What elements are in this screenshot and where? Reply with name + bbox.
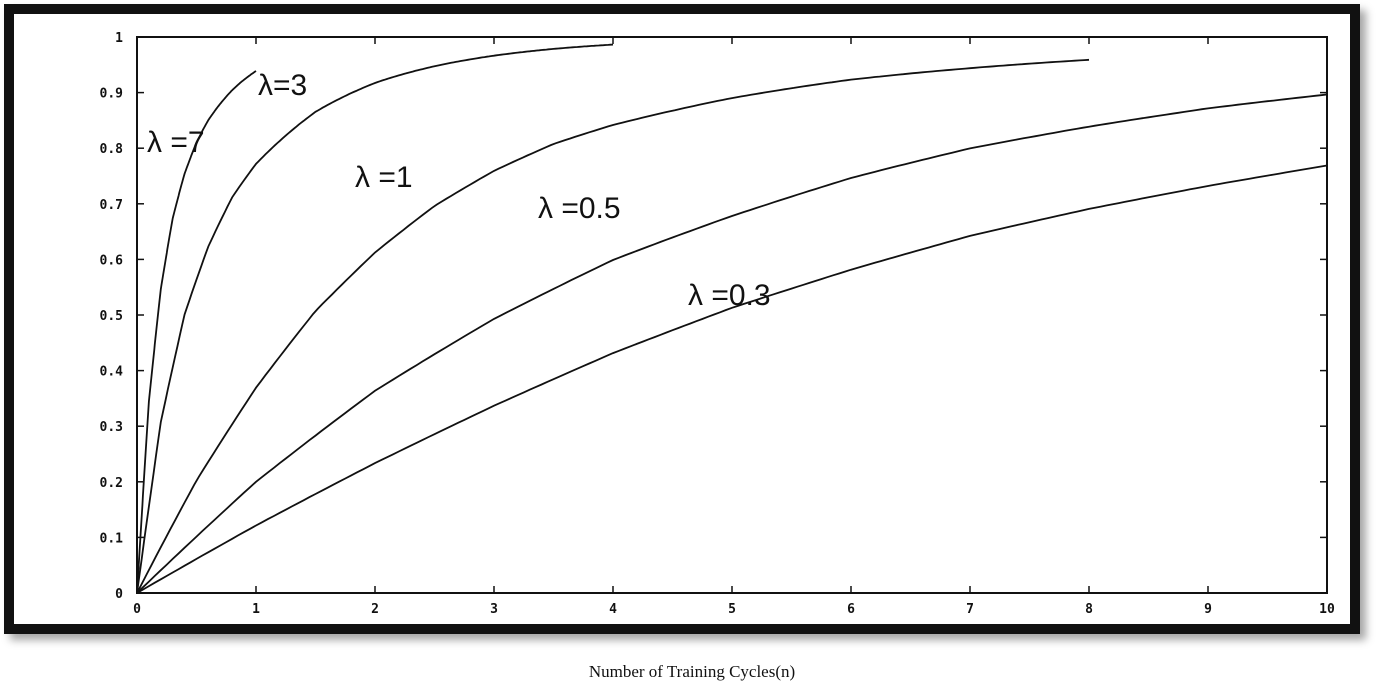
series-label-0: λ =7 — [147, 126, 205, 159]
x-axis-label: Number of Training Cycles(n) — [588, 662, 796, 681]
x-tick-label: 6 — [847, 602, 855, 617]
series-label-4: λ =0.3 — [688, 279, 771, 312]
x-tick-label: 5 — [728, 602, 736, 617]
y-tick-label: 0.3 — [100, 420, 123, 435]
x-tick-label: 9 — [1204, 602, 1212, 617]
series-line-2 — [136, 58, 1090, 594]
series-label-3: λ =0.5 — [538, 192, 621, 225]
x-tick-label: 10 — [1319, 602, 1335, 617]
x-tick-label: 8 — [1085, 602, 1093, 617]
y-tick-label: 0.6 — [100, 253, 124, 268]
y-tick-label: 1 — [115, 31, 123, 46]
plot-area-border — [136, 36, 1328, 594]
series-line-0 — [136, 70, 257, 594]
y-tick-label: 0 — [115, 587, 123, 602]
x-tick-label: 2 — [371, 602, 379, 617]
x-tick-label: 7 — [966, 602, 974, 617]
series-label-1: λ=3 — [258, 69, 307, 102]
y-tick-label: 0.8 — [100, 142, 124, 157]
y-tick-label: 0.5 — [100, 309, 123, 324]
series-line-3 — [136, 93, 1328, 594]
y-tick-label: 0.2 — [100, 476, 123, 491]
x-tick-label: 0 — [133, 602, 141, 617]
y-tick-label: 0.4 — [100, 365, 124, 380]
series-label-2: λ =1 — [355, 161, 413, 194]
series-line-4 — [136, 164, 1328, 594]
x-tick-label: 1 — [252, 602, 260, 617]
y-tick-label: 0.7 — [100, 198, 123, 213]
series-line-1 — [136, 43, 614, 594]
y-tick-label: 0.9 — [100, 87, 123, 102]
x-tick-label: 4 — [609, 602, 617, 617]
x-tick-label: 3 — [490, 602, 498, 617]
y-tick-label: 0.1 — [100, 531, 124, 546]
